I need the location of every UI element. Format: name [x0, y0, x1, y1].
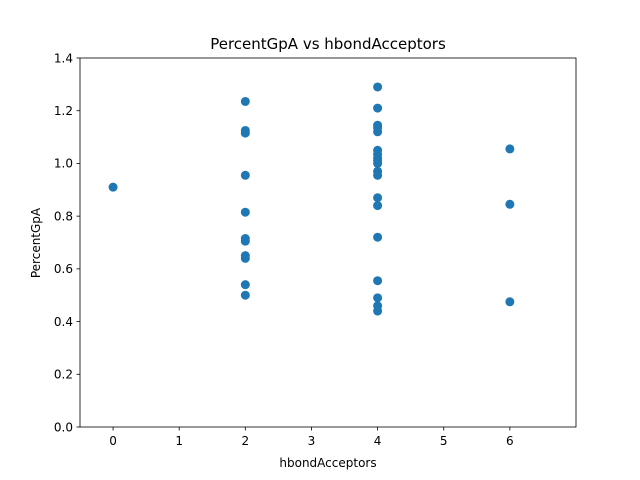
- x-tick-label: 3: [308, 434, 316, 448]
- chart-title: PercentGpA vs hbondAcceptors: [210, 35, 446, 53]
- x-tick-label: 5: [440, 434, 448, 448]
- plot-frame: [79, 57, 577, 428]
- data-point: [373, 193, 383, 203]
- data-point: [373, 306, 383, 316]
- data-point: [505, 199, 515, 209]
- data-point: [373, 158, 383, 168]
- data-point: [240, 96, 250, 106]
- data-point: [240, 236, 250, 246]
- y-tick-label: 0.6: [54, 262, 73, 276]
- data-point: [373, 293, 383, 303]
- data-point: [240, 170, 250, 180]
- data-point: [240, 290, 250, 300]
- data-point: [240, 253, 250, 263]
- y-tick-label: 0.0: [54, 420, 73, 434]
- data-point: [373, 82, 383, 92]
- y-tick-label: 0.4: [54, 315, 73, 329]
- data-point: [373, 127, 383, 137]
- data-point: [108, 182, 118, 192]
- data-point: [240, 128, 250, 138]
- y-tick-label: 1.0: [54, 157, 73, 171]
- y-tick-label: 0.2: [54, 368, 73, 382]
- x-tick-label: 6: [506, 434, 514, 448]
- y-tick-label: 0.8: [54, 209, 73, 223]
- y-tick-label: 1.4: [54, 51, 73, 65]
- data-point: [373, 103, 383, 113]
- x-tick-label: 2: [242, 434, 250, 448]
- x-tick-label: 4: [374, 434, 382, 448]
- data-point: [373, 170, 383, 180]
- x-axis-ticks: 0 1 2 3 4 5 6: [109, 427, 514, 448]
- y-tick-label: 1.2: [54, 104, 73, 118]
- data-point: [373, 201, 383, 211]
- x-axis-title: hbondAcceptors: [279, 456, 376, 470]
- data-point: [373, 232, 383, 242]
- x-tick-label: 1: [175, 434, 183, 448]
- y-axis-ticks: 0.0 0.2 0.4 0.6 0.8 1.0 1.2 1.4: [54, 51, 80, 434]
- data-point: [240, 280, 250, 290]
- x-tick-label: 0: [109, 434, 117, 448]
- data-points: [108, 82, 515, 316]
- data-point: [505, 144, 515, 154]
- data-point: [373, 276, 383, 286]
- data-point: [505, 297, 515, 307]
- data-point: [240, 207, 250, 217]
- y-axis-title: PercentGpA: [29, 207, 43, 278]
